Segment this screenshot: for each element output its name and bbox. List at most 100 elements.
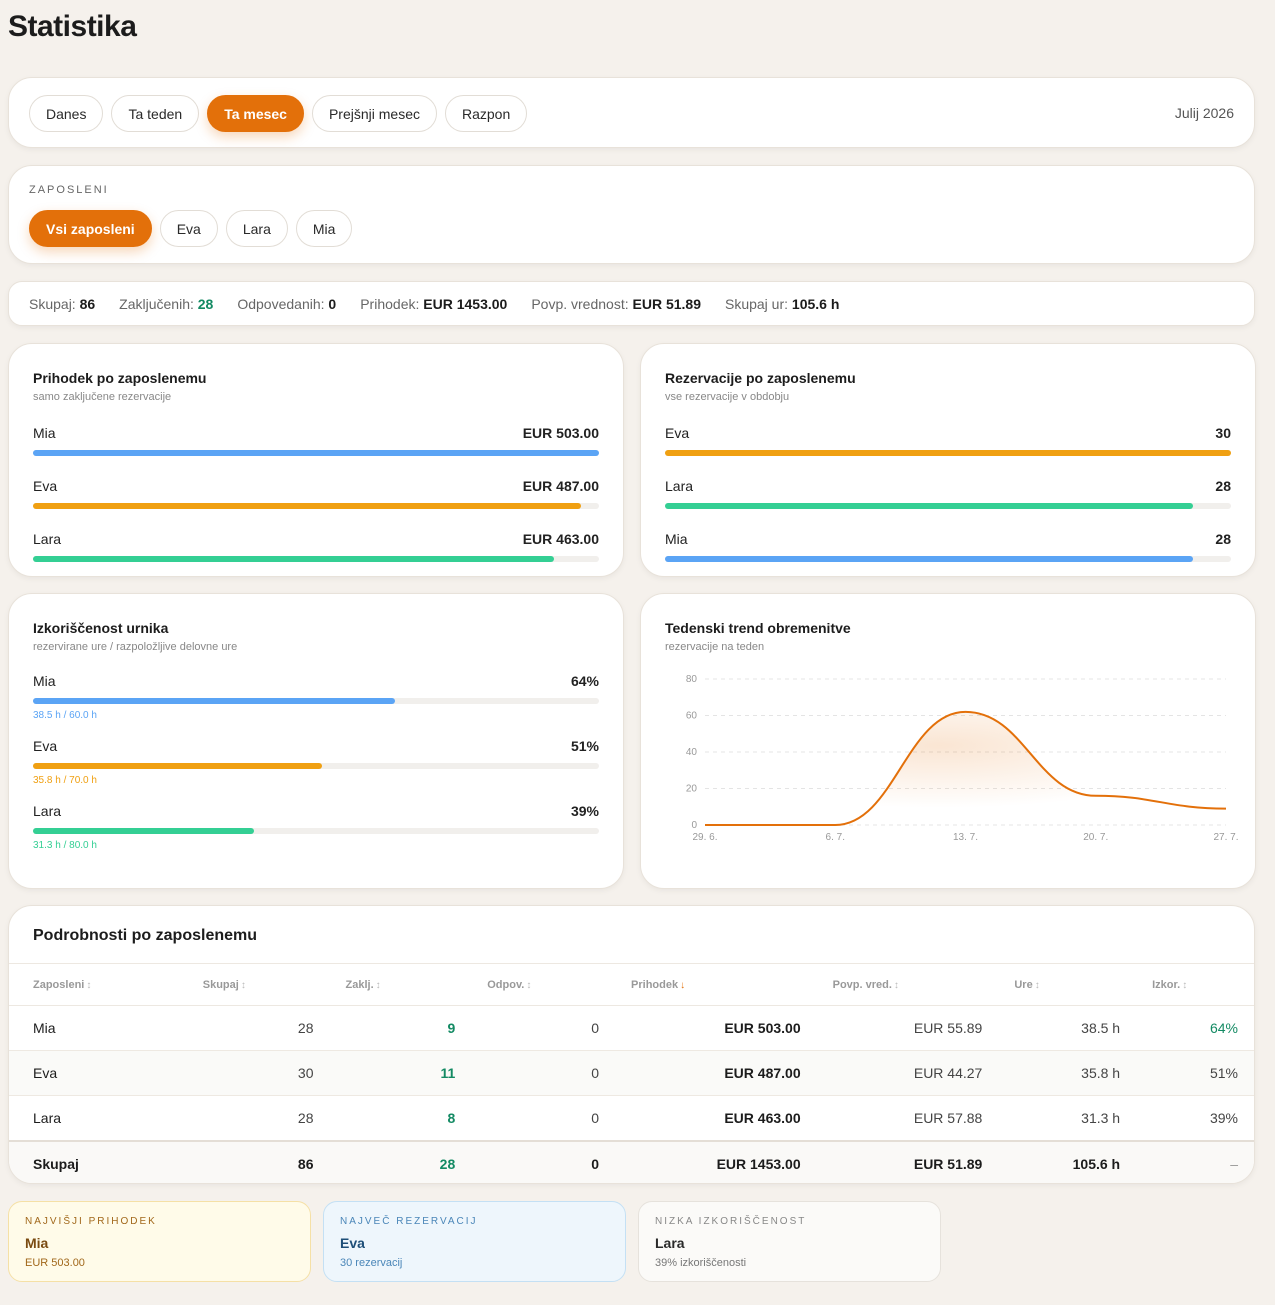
progress-track: [33, 450, 599, 456]
column-header-utilization[interactable]: Izkor. ↕: [1136, 963, 1254, 1006]
cell-utilization: –: [1136, 1139, 1254, 1183]
employee-button-lara[interactable]: Lara: [225, 210, 288, 247]
column-header-completed[interactable]: Zaklj. ↕: [329, 963, 472, 1006]
progress-track: [33, 828, 599, 834]
panel-subtitle: samo zaključene rezervacije: [33, 391, 172, 403]
revenue-row: Lara EUR 463.00: [33, 531, 599, 562]
period-button-this-month[interactable]: Ta mesec: [207, 95, 304, 132]
column-header-total[interactable]: Skupaj ↕: [186, 963, 330, 1006]
utilization-row: Eva 51% 35.8 h / 70.0 h: [33, 738, 599, 786]
employee-button-mia[interactable]: Mia: [295, 210, 353, 247]
period-button-today[interactable]: Danes: [29, 95, 104, 132]
summary-total: Skupaj: 86: [29, 295, 96, 312]
progress-fill: [33, 828, 254, 834]
column-header-label: Prihodek: [631, 978, 679, 991]
y-tick-label: 20: [686, 784, 698, 795]
weekly-trend-panel: Tedenski trend obremenitve rezervacije n…: [640, 593, 1256, 889]
progress-fill: [33, 503, 581, 509]
bookings-row: Eva 30: [665, 425, 1231, 456]
period-button-range[interactable]: Razpon: [445, 95, 528, 132]
employee-name: Lara: [665, 478, 694, 494]
column-header-average[interactable]: Povp. vred. ↕: [816, 963, 999, 1006]
employee-button-all[interactable]: Vsi zaposleni: [29, 210, 152, 247]
cell-utilization: 51%: [1136, 1050, 1254, 1096]
column-header-label: Zaklj.: [345, 978, 374, 991]
bookings-row: Lara 28: [665, 478, 1231, 509]
panel-title: Tedenski trend obremenitve: [665, 620, 851, 636]
utilization-row: Lara 39% 31.3 h / 80.0 h: [33, 803, 599, 851]
y-tick-label: 40: [686, 747, 698, 758]
column-header-label: Izkor.: [1152, 978, 1181, 991]
summary-completed: Zaključenih: 28: [119, 295, 214, 312]
column-header-cancelled[interactable]: Odpov. ↕: [471, 963, 616, 1006]
highlight-most-bookings: NAJVEČ REZERVACIJ Eva 30 rezervacij: [323, 1201, 626, 1282]
y-tick-label: 60: [686, 711, 698, 722]
highlight-low-utilization: NIZKA IZKORIŠČENOST Lara 39% izkoriščeno…: [638, 1201, 941, 1282]
table-total-row: Skupaj 86 28 0 EUR 1453.00 EUR 51.89 105.6 h –: [9, 1139, 1254, 1183]
highlight-name: Lara: [655, 1235, 685, 1251]
table-row: Mia 28 9 0 EUR 503.00 EUR 55.89 38.5 h 64%: [9, 1005, 1254, 1051]
cell-total: 28: [186, 1095, 330, 1141]
series-area: [705, 711, 1226, 825]
revenue-row: Mia EUR 503.00: [33, 425, 599, 456]
bookings-by-employee-panel: Rezervacije po zaposlenemu vse rezervaci…: [640, 343, 1256, 577]
employee-name: Lara: [33, 803, 62, 819]
sort-icon: ↕: [893, 979, 899, 991]
cell-revenue: EUR 503.00: [615, 1005, 817, 1051]
cell-cancelled: 0: [471, 1139, 616, 1183]
bookings-value: 28: [1215, 531, 1231, 547]
cell-revenue: EUR 463.00: [615, 1095, 817, 1141]
progress-track: [665, 556, 1231, 562]
column-header-hours[interactable]: Ure ↕: [998, 963, 1137, 1006]
cell-utilization: 39%: [1136, 1095, 1254, 1141]
progress-fill: [665, 503, 1194, 509]
x-tick-label: 27. 7.: [1213, 832, 1238, 843]
cell-hours: 105.6 h: [998, 1139, 1137, 1183]
progress-track: [665, 450, 1231, 456]
progress-track: [665, 503, 1231, 509]
cell-employee: Eva: [9, 1050, 187, 1096]
bookings-value: 28: [1215, 478, 1231, 494]
sort-icon: ↕: [1182, 979, 1188, 991]
employee-button-eva[interactable]: Eva: [159, 210, 218, 247]
progress-fill: [33, 763, 322, 769]
panel-subtitle: vse rezervacije v obdobju: [665, 391, 790, 403]
cell-employee: Mia: [9, 1005, 187, 1051]
details-table: Zaposleni ↕ Skupaj ↕ Zaklj. ↕ Odpov. ↕ Prihodek ↓…: [9, 963, 1254, 1183]
column-header-label: Zaposleni: [33, 978, 85, 991]
progress-fill: [33, 698, 396, 704]
cell-completed: 8: [329, 1095, 472, 1141]
progress-fill: [665, 450, 1231, 456]
y-tick-label: 0: [691, 820, 697, 831]
period-filter: Danes Ta teden Ta mesec Prejšnji mesec Razpo…: [8, 77, 1255, 148]
employee-name: Eva: [665, 425, 690, 441]
sort-icon: ↕: [375, 979, 381, 991]
panel-title: Izkoriščenost urnika: [33, 620, 169, 636]
cell-cancelled: 0: [471, 1050, 616, 1096]
table-header-row: Zaposleni ↕ Skupaj ↕ Zaklj. ↕ Odpov. ↕ Prihodek ↓…: [9, 963, 1254, 1006]
period-button-last-month[interactable]: Prejšnji mesec: [311, 95, 437, 132]
employee-name: Eva: [33, 738, 58, 754]
column-header-revenue[interactable]: Prihodek ↓: [615, 963, 817, 1006]
cell-utilization: 64%: [1136, 1005, 1254, 1051]
progress-fill: [665, 556, 1194, 562]
panel-title: Prihodek po zaposlenemu: [33, 370, 207, 386]
x-tick-label: 6. 7.: [826, 832, 845, 843]
employee-filter-label: ZAPOSLENI: [29, 184, 109, 196]
panel-subtitle: rezervacije na teden: [665, 641, 765, 653]
highlight-label: NIZKA IZKORIŠČENOST: [655, 1216, 807, 1227]
utilization-panel: Izkoriščenost urnika rezervirane ure / r…: [8, 593, 624, 889]
column-header-employee[interactable]: Zaposleni ↕: [9, 963, 187, 1006]
sort-icon: ↕: [240, 979, 246, 991]
employee-name: Eva: [33, 478, 58, 494]
hours-ratio: 38.5 h / 60.0 h: [33, 710, 97, 721]
progress-track: [33, 556, 599, 562]
details-panel: Podrobnosti po zaposlenemu Zaposleni ↕ Sku…: [8, 905, 1255, 1184]
cell-cancelled: 0: [471, 1005, 616, 1051]
revenue-value: EUR 503.00: [522, 425, 599, 441]
sort-icon: ↕: [526, 979, 532, 991]
utilization-row: Mia 64% 38.5 h / 60.0 h: [33, 673, 599, 721]
hours-ratio: 31.3 h / 80.0 h: [33, 840, 97, 851]
period-button-this-week[interactable]: Ta teden: [111, 95, 200, 132]
summary-hours: Skupaj ur: 105.6 h: [724, 295, 840, 312]
